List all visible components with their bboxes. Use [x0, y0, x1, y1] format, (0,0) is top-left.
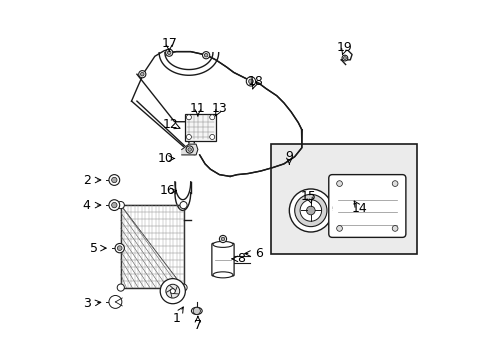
Polygon shape — [182, 144, 198, 155]
Circle shape — [180, 284, 187, 291]
Bar — [121, 205, 183, 288]
Text: 19: 19 — [336, 41, 352, 54]
Circle shape — [306, 206, 314, 215]
Circle shape — [140, 72, 144, 76]
Circle shape — [221, 237, 224, 241]
Circle shape — [180, 202, 187, 209]
Circle shape — [187, 148, 191, 151]
Circle shape — [165, 49, 172, 56]
FancyBboxPatch shape — [328, 175, 405, 237]
Circle shape — [209, 134, 214, 139]
Circle shape — [109, 175, 120, 185]
Text: 15: 15 — [301, 190, 316, 203]
Circle shape — [289, 189, 332, 232]
Circle shape — [343, 57, 346, 59]
Ellipse shape — [212, 272, 233, 278]
Circle shape — [186, 134, 191, 139]
Bar — [271, 144, 416, 253]
Circle shape — [336, 181, 342, 186]
Circle shape — [111, 202, 117, 208]
Circle shape — [167, 51, 171, 54]
Circle shape — [117, 202, 124, 209]
Circle shape — [170, 289, 175, 294]
Circle shape — [202, 51, 209, 59]
Circle shape — [209, 115, 214, 120]
Circle shape — [193, 307, 200, 315]
Circle shape — [341, 55, 347, 61]
Text: 8: 8 — [236, 252, 244, 265]
Circle shape — [186, 115, 191, 120]
Circle shape — [165, 284, 179, 298]
Circle shape — [246, 77, 255, 86]
Circle shape — [248, 79, 253, 84]
Text: 2: 2 — [82, 174, 90, 186]
Circle shape — [336, 226, 342, 231]
Text: 11: 11 — [190, 102, 205, 115]
Text: 12: 12 — [163, 118, 179, 131]
Ellipse shape — [191, 307, 202, 315]
Circle shape — [115, 243, 124, 253]
Text: 7: 7 — [193, 319, 202, 332]
Circle shape — [139, 71, 145, 78]
Circle shape — [160, 279, 185, 304]
Circle shape — [185, 146, 193, 153]
Text: 18: 18 — [247, 75, 263, 88]
Circle shape — [204, 53, 207, 57]
Ellipse shape — [212, 241, 233, 247]
Text: 17: 17 — [161, 37, 177, 50]
Circle shape — [111, 177, 117, 183]
Text: 13: 13 — [211, 102, 227, 115]
Text: 1: 1 — [172, 311, 180, 325]
Text: 10: 10 — [157, 152, 173, 165]
Circle shape — [391, 181, 397, 186]
FancyBboxPatch shape — [211, 243, 234, 276]
Circle shape — [117, 246, 122, 251]
Text: 9: 9 — [285, 150, 293, 163]
Circle shape — [294, 194, 326, 226]
Text: 3: 3 — [82, 297, 90, 310]
Text: 6: 6 — [254, 247, 262, 260]
Circle shape — [300, 200, 321, 221]
Circle shape — [109, 200, 120, 211]
Circle shape — [219, 235, 226, 243]
Circle shape — [117, 284, 124, 291]
Circle shape — [391, 226, 397, 231]
Text: 5: 5 — [90, 242, 98, 255]
Text: 4: 4 — [82, 199, 90, 212]
Text: 16: 16 — [159, 184, 175, 197]
Circle shape — [109, 296, 122, 309]
Text: 14: 14 — [351, 202, 366, 215]
Bar — [185, 114, 215, 140]
